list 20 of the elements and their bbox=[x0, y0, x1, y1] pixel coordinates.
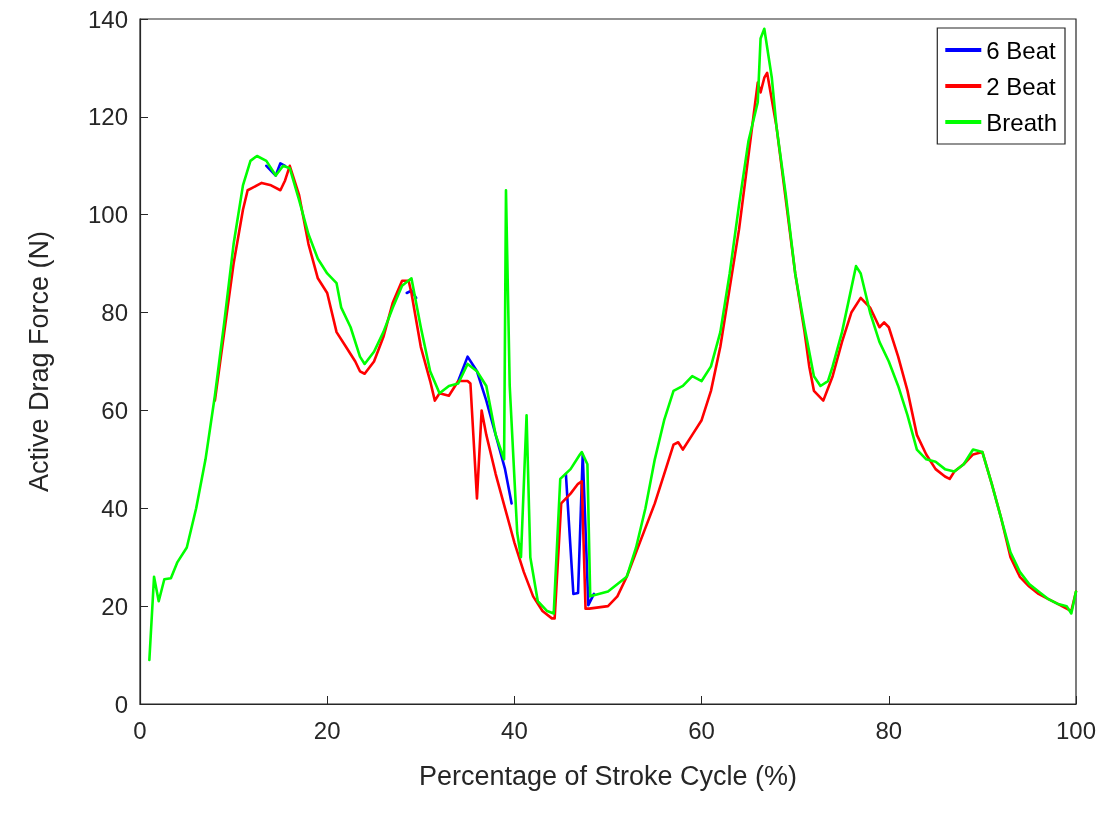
legend-label: 2 Beat bbox=[986, 72, 1057, 100]
x-tick-label: 60 bbox=[688, 716, 715, 744]
x-tick-label: 20 bbox=[313, 716, 341, 744]
x-tick-label: 100 bbox=[1055, 716, 1097, 744]
y-tick-label: 100 bbox=[87, 201, 128, 229]
x-tick-label: 80 bbox=[875, 716, 903, 744]
y-axis-title: Active Drag Force (N) bbox=[23, 230, 54, 493]
y-tick-label: 40 bbox=[101, 494, 128, 522]
legend-label: Breath bbox=[986, 108, 1058, 136]
line-series bbox=[148, 27, 1078, 662]
y-tick-label: 80 bbox=[101, 299, 128, 327]
y-tick-label: 120 bbox=[87, 103, 128, 131]
x-tick-label: 40 bbox=[501, 716, 528, 744]
x-tick-label: 0 bbox=[133, 716, 147, 744]
y-tick-label: 0 bbox=[114, 690, 128, 718]
y-tick-label: 60 bbox=[101, 396, 128, 424]
legend-label: 6 Beat bbox=[986, 36, 1057, 64]
y-tick-label: 140 bbox=[87, 5, 128, 33]
x-axis-title: Percentage of Stroke Cycle (%) bbox=[418, 760, 798, 791]
y-tick-label: 20 bbox=[101, 592, 128, 620]
